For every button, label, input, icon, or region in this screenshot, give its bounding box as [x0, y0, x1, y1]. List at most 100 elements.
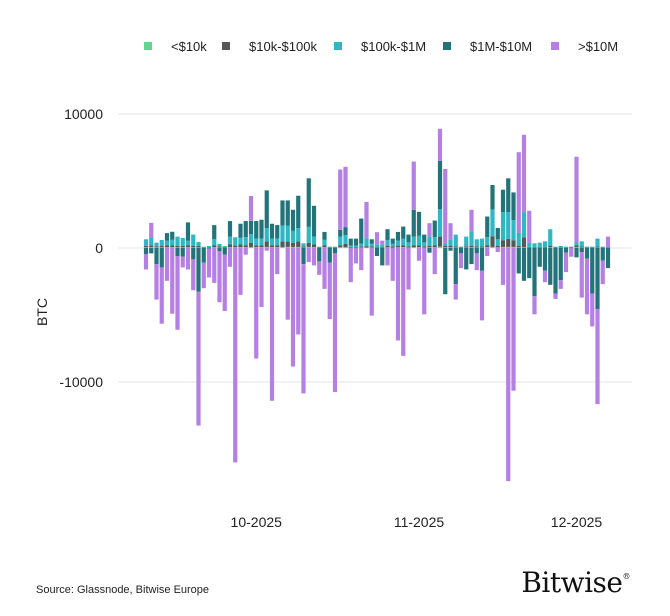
bar-segment — [448, 239, 453, 246]
bar-segment — [390, 246, 395, 248]
day-bar-stack — [196, 241, 201, 426]
day-bar-stack — [579, 241, 584, 298]
y-tick-label: 10000 — [64, 106, 103, 122]
bar-segment — [448, 248, 453, 251]
bar-segment — [579, 252, 584, 298]
bar-segment — [175, 248, 180, 257]
bar-segment — [143, 239, 149, 246]
bar-segment — [353, 238, 359, 246]
bar-segment — [154, 248, 159, 265]
day-bar-stack — [227, 221, 233, 267]
day-bar-stack — [343, 166, 348, 248]
bar-segment — [464, 246, 469, 248]
bar-segment — [532, 246, 537, 248]
bar-segment — [490, 236, 495, 247]
bar-segment — [306, 242, 311, 247]
bar-segment — [259, 238, 264, 246]
bar-segment — [201, 246, 206, 248]
bar-segment — [222, 247, 227, 249]
bar-segment — [595, 238, 600, 247]
bar-segment — [432, 245, 437, 248]
bar-segment — [453, 234, 458, 247]
bar-segment — [233, 245, 238, 248]
day-bar-stack — [348, 238, 353, 283]
day-bar-stack — [374, 232, 380, 257]
bar-segment — [416, 247, 422, 248]
bar-segment — [264, 246, 269, 248]
bar-segment — [385, 245, 390, 248]
bar-segment — [495, 245, 500, 248]
bar-segment — [443, 248, 448, 295]
bar-segment — [359, 218, 364, 244]
bar-segment — [306, 178, 311, 227]
bar-segment — [353, 245, 359, 247]
bar-segment — [227, 247, 233, 248]
bar-segment — [275, 225, 280, 239]
bar-segment — [149, 222, 154, 238]
bar-segment — [185, 222, 191, 241]
bar-segment — [317, 246, 322, 248]
bar-segment — [269, 245, 275, 248]
day-bar-stack — [401, 226, 406, 356]
bar-segment — [359, 247, 364, 249]
bar-segment — [437, 128, 443, 161]
bar-segment — [317, 248, 322, 262]
bar-segment — [395, 245, 401, 248]
bar-segment — [353, 246, 359, 248]
bar-segment — [500, 189, 506, 213]
bar-segment — [537, 247, 542, 249]
bar-segment — [380, 244, 385, 247]
bar-segment — [537, 242, 542, 247]
bar-segment — [437, 160, 443, 210]
bar-segment — [479, 238, 485, 247]
bar-segment — [201, 247, 206, 248]
bar-segment — [159, 245, 164, 248]
bar-segment — [180, 247, 185, 248]
legend-swatch — [222, 42, 230, 50]
bars — [143, 128, 611, 482]
bar-segment — [296, 248, 301, 335]
bar-segment — [311, 247, 317, 248]
bar-segment — [574, 248, 579, 258]
bar-segment — [285, 200, 290, 226]
bar-segment — [516, 248, 521, 274]
bar-segment — [269, 238, 275, 246]
bar-segment — [448, 223, 453, 240]
bar-segment — [411, 245, 416, 248]
bar-segment — [217, 243, 222, 247]
bar-segment — [254, 245, 259, 248]
day-bar-stack — [259, 219, 264, 307]
bar-segment — [154, 246, 159, 248]
bar-segment — [563, 246, 569, 248]
bar-segment — [259, 245, 264, 248]
bar-segment — [584, 246, 590, 248]
y-tick-label: 0 — [95, 240, 103, 256]
bar-segment — [527, 210, 532, 243]
bar-segment — [175, 245, 180, 248]
bar-segment — [154, 247, 159, 248]
bar-segment — [332, 253, 338, 393]
day-bar-stack — [416, 211, 422, 261]
day-bar-stack — [411, 161, 416, 248]
day-bar-stack — [458, 246, 464, 269]
bar-segment — [432, 248, 437, 275]
bar-segment — [275, 245, 280, 248]
bar-segment — [495, 247, 500, 248]
bar-segment — [301, 264, 306, 394]
bar-segment — [275, 238, 280, 246]
legend-label: $100k-$1M — [361, 39, 426, 54]
day-bar-stack — [380, 240, 385, 266]
bar-segment — [437, 246, 443, 248]
day-bar-stack — [143, 239, 149, 270]
bar-segment — [364, 247, 369, 249]
bar-segment — [327, 247, 332, 248]
bar-segment — [516, 152, 521, 233]
bar-segment — [206, 248, 212, 249]
bar-segment — [206, 245, 212, 248]
bar-segment — [479, 270, 485, 321]
bar-segment — [474, 246, 479, 248]
bar-segment — [406, 242, 411, 247]
y-axis-label: BTC — [34, 298, 50, 326]
bar-segment — [191, 248, 196, 260]
